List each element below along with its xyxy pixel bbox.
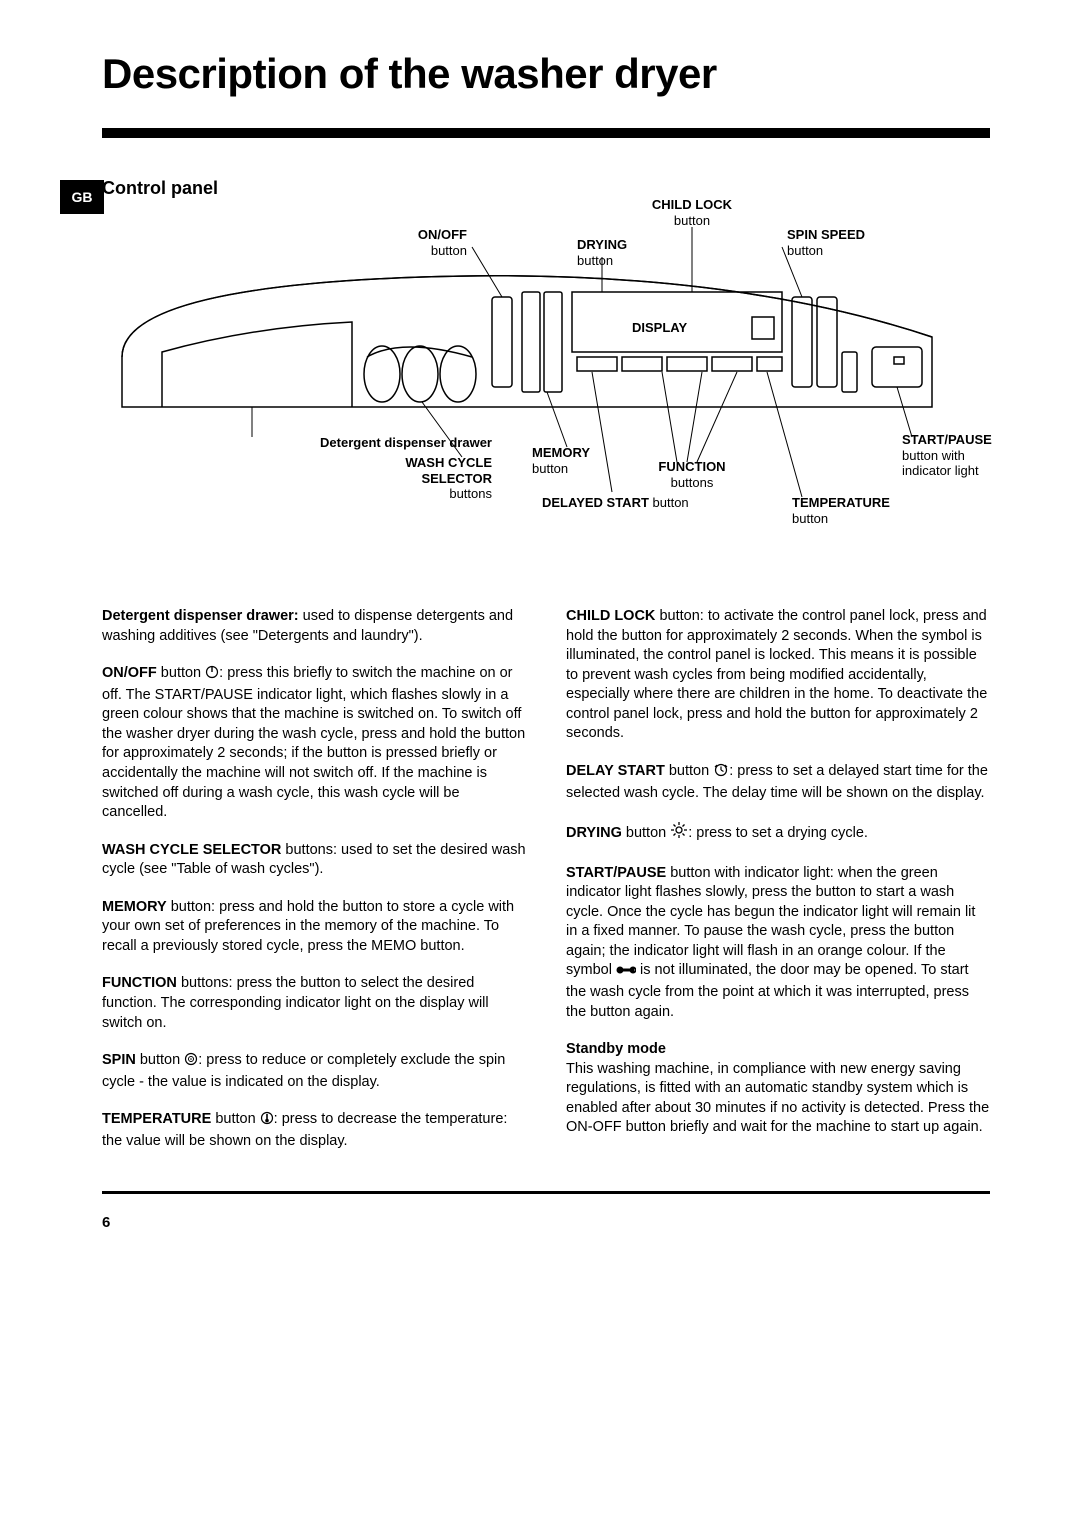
power-icon: [205, 665, 219, 686]
body-paragraph: SPIN button : press to reduce or complet…: [102, 1051, 526, 1092]
svg-text:DISPLAY: DISPLAY: [632, 320, 687, 335]
label-spin-speed: SPIN SPEED button: [787, 227, 887, 258]
label-detergent-drawer: Detergent dispenser drawer: [232, 435, 492, 451]
label-temperature: TEMPERATURE button: [792, 495, 912, 526]
right-column: CHILD LOCK button: to activate the contr…: [566, 607, 990, 1151]
temp-icon: [260, 1111, 274, 1132]
label-delayed-start: DELAYED START button: [542, 495, 702, 511]
spin-icon: [184, 1052, 198, 1073]
body-paragraph: Detergent dispenser drawer: used to disp…: [102, 607, 526, 646]
body-paragraph: WASH CYCLE SELECTOR buttons: used to set…: [102, 841, 526, 880]
body-paragraph: MEMORY button: press and hold the button…: [102, 898, 526, 957]
body-paragraph: FUNCTION buttons: press the button to se…: [102, 974, 526, 1033]
label-child-lock: CHILD LOCK button: [642, 197, 742, 228]
label-memory: MEMORY button: [532, 445, 612, 476]
label-start-pause: START/PAUSE button with indicator light: [902, 432, 1012, 479]
body-paragraph: Standby modeThis washing machine, in com…: [566, 1040, 990, 1138]
body-paragraph: DRYING button : press to set a drying cy…: [566, 821, 990, 846]
body-paragraph: ON/OFF button : press this briefly to sw…: [102, 664, 526, 823]
label-wash-cycle-selector: WASH CYCLE SELECTOR buttons: [362, 455, 492, 502]
body-paragraph: DELAY START button : press to set a dela…: [566, 762, 990, 803]
left-column: Detergent dispenser drawer: used to disp…: [102, 607, 526, 1151]
sun-icon: [670, 821, 688, 846]
label-on-off: ON/OFF button: [382, 227, 467, 258]
body-paragraph: CHILD LOCK button: to activate the contr…: [566, 607, 990, 744]
bottom-rule: [102, 1191, 990, 1194]
page-title: Description of the washer dryer: [102, 50, 990, 98]
body-paragraph: START/PAUSE button with indicator light:…: [566, 864, 990, 1023]
title-rule: [102, 128, 990, 138]
control-panel-heading: Control panel: [102, 178, 990, 199]
language-tab: GB: [60, 180, 104, 214]
clock-icon: [713, 763, 729, 784]
label-function: FUNCTION buttons: [647, 459, 737, 490]
body-paragraph: TEMPERATURE button : press to decrease t…: [102, 1110, 526, 1151]
lock-icon: [616, 963, 636, 983]
body-columns: Detergent dispenser drawer: used to disp…: [102, 607, 990, 1151]
label-drying: DRYING button: [577, 237, 647, 268]
control-panel-diagram: DISPLAY: [102, 207, 982, 547]
page-number: 6: [102, 1214, 990, 1231]
